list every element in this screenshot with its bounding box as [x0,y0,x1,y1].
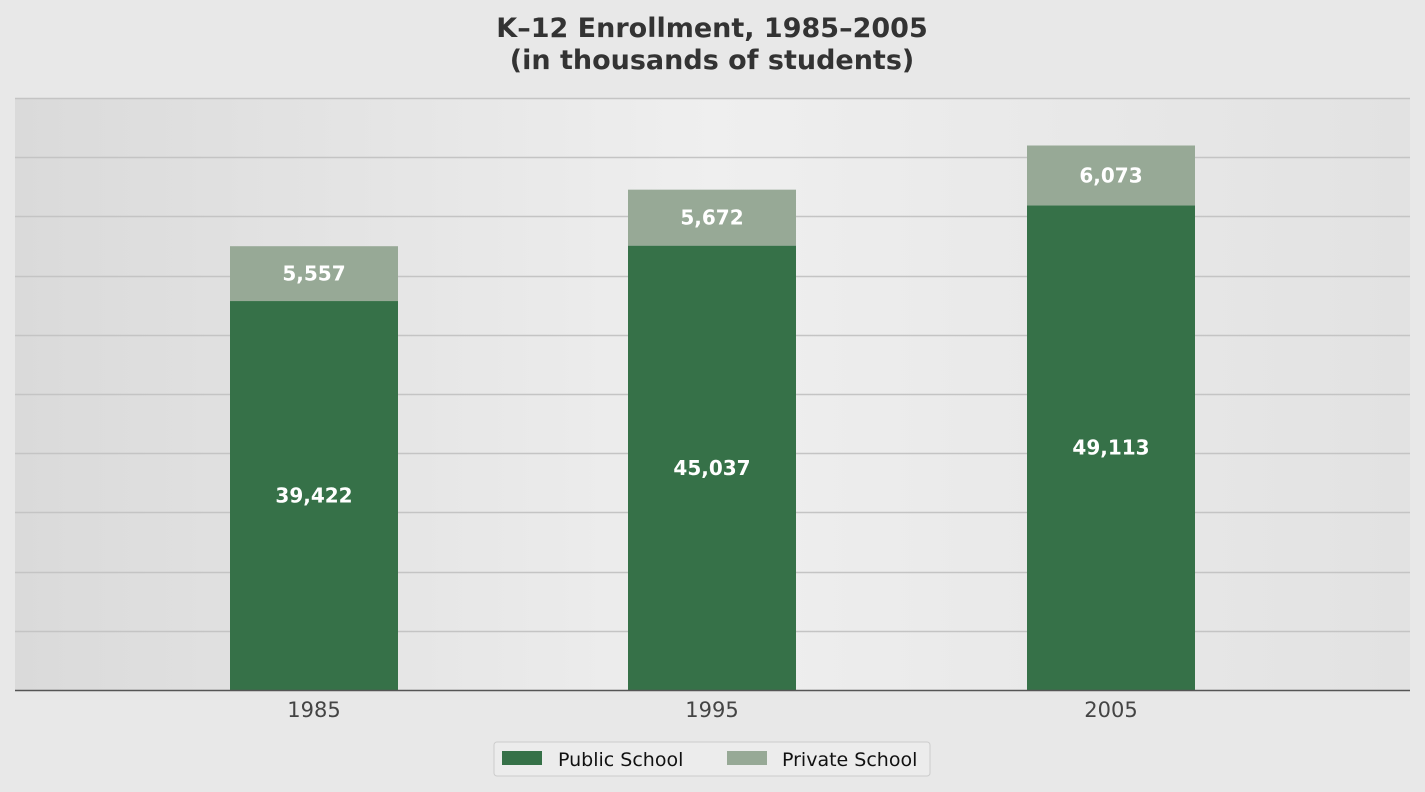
bar-public-1995 [628,245,796,690]
bar-value-label: 5,557 [282,262,345,286]
legend-swatch-public [502,751,542,765]
bar-value-label: 6,073 [1079,163,1142,187]
legend-label-private: Private School [782,749,917,771]
bar-private-2005 [1027,145,1195,206]
bar-public-2005 [1027,205,1195,690]
bar-private-1985 [230,246,398,302]
legend: Public School Private School [493,741,931,777]
bar-public-1985 [230,301,398,690]
x-tick-label: 2005 [1084,698,1137,722]
x-tick-label: 1995 [685,698,738,722]
x-tick-labels: 1985 1995 2005 [287,698,1137,722]
chart-title: K–12 Enrollment, 1985–2005 [496,13,927,44]
legend-swatch-private [727,751,767,765]
bar-value-label: 49,113 [1072,436,1149,460]
x-tick-label: 1985 [287,698,340,722]
legend-box [493,741,931,777]
bar-private-1995 [628,189,796,246]
bars-group: 39,422 5,557 45,037 5,672 49,113 6,073 [230,145,1195,690]
bar-value-label: 45,037 [673,456,750,480]
bar-value-label: 39,422 [275,484,352,508]
legend-label-public: Public School [558,749,683,771]
bar-value-label: 5,672 [680,206,743,230]
chart-subtitle: (in thousands of students) [510,45,915,76]
